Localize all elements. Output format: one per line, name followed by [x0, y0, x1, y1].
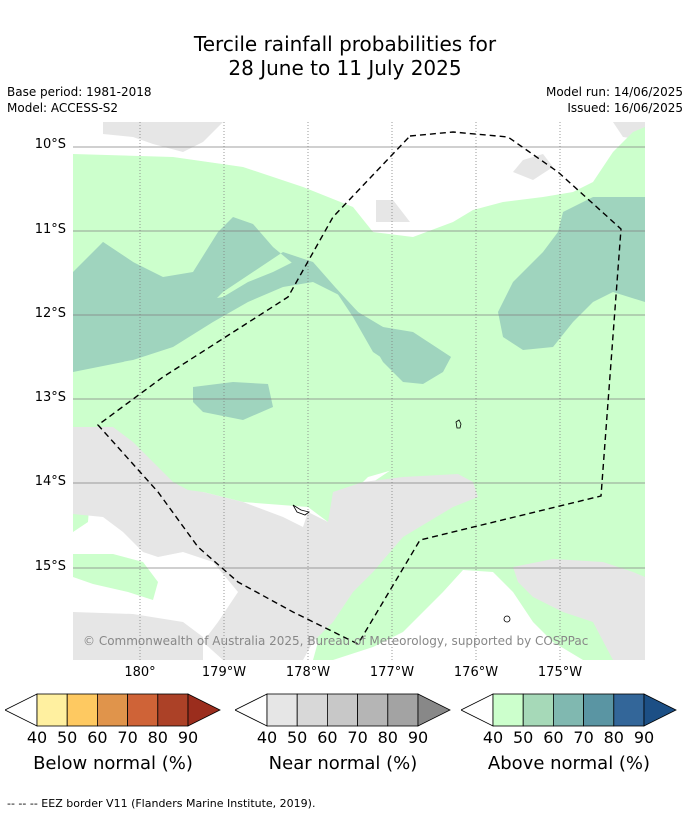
below-normal-segment-70: [127, 693, 159, 727]
below-normal-segment-60: [97, 693, 129, 727]
issued-label: Issued: 16/06/2025: [567, 101, 683, 115]
map-canvas: [73, 122, 645, 660]
near-normal-tick-60: 60: [317, 728, 338, 747]
above-normal-tick-70: 70: [573, 728, 594, 747]
lat-label-10s: 10°S: [34, 137, 66, 152]
island-outline-1: [455, 419, 462, 429]
near-normal-segment-60: [327, 693, 359, 727]
near-normal-segment-80: [387, 693, 419, 727]
above-normal-tick-50: 50: [513, 728, 534, 747]
map-title-line1: Tercile rainfall probabilities for: [193, 32, 497, 56]
lon-label-178w: 178°W: [285, 665, 331, 680]
near-normal-title: Near normal (%): [268, 753, 418, 774]
eez-border: [96, 131, 622, 645]
rainfall-probability-map: [73, 122, 645, 660]
island-outline-3: [503, 615, 511, 623]
below-normal-title: Below normal (%): [33, 753, 193, 774]
below-normal-extend-high: [187, 693, 221, 727]
lat-label-11s: 11°S: [34, 222, 66, 237]
above-normal-extend-low: [461, 693, 494, 727]
near-normal-extend-high: [417, 693, 451, 727]
below-normal-tick-70: 70: [117, 728, 138, 747]
above-normal-colorbar: [461, 693, 677, 727]
map-gridlines: [73, 146, 645, 569]
below-normal-tick-40: 40: [26, 728, 48, 747]
above-normal-tick-60: 60: [543, 728, 564, 747]
lon-label-176w: 176°W: [453, 665, 499, 680]
below-normal-tick-60: 60: [87, 728, 108, 747]
above-normal-segment-40: [492, 693, 524, 727]
above-normal-segment-60: [553, 693, 585, 727]
eez-footnote: -- -- -- EEZ border V11 (Flanders Marine…: [7, 797, 316, 810]
above-normal-extend-high: [643, 693, 677, 727]
above-normal-40-west-2: [73, 554, 158, 600]
above-normal-tick-90: 90: [633, 728, 655, 747]
lon-label-177w: 177°W: [369, 665, 415, 680]
lat-label-13s: 13°S: [34, 390, 66, 405]
above-normal-tick-80: 80: [603, 728, 624, 747]
lon-label-175w: 175°W: [537, 665, 583, 680]
near-normal-extend-low: [235, 693, 268, 727]
below-normal-segment-80: [157, 693, 189, 727]
map-copyright-text: © Commonwealth of Australia 2025, Bureau…: [83, 634, 589, 648]
near-normal-tick-40: 40: [256, 728, 278, 747]
above-normal-segment-50: [522, 693, 554, 727]
below-normal-extend-low: [5, 693, 38, 727]
near-normal-segment-70: [357, 693, 389, 727]
lon-label-179w: 179°W: [201, 665, 247, 680]
near-normal-colorbar: [235, 693, 451, 727]
above-normal-50-blob: [193, 382, 273, 420]
model-label: Model: ACCESS-S2: [7, 101, 119, 115]
near-normal-tick-80: 80: [377, 728, 398, 747]
near-normal-tick-70: 70: [347, 728, 368, 747]
lon-label-180: 180°: [124, 665, 156, 680]
near-normal-segment-50: [296, 693, 328, 727]
above-normal-segment-70: [583, 693, 615, 727]
below-normal-tick-90: 90: [177, 728, 199, 747]
below-normal-segment-40: [36, 693, 68, 727]
map-title-line2: 28 June to 11 July 2025: [228, 56, 462, 80]
above-normal-title: Above normal (%): [487, 753, 651, 774]
below-normal-segment-50: [66, 693, 98, 727]
lat-label-15s: 15°S: [34, 559, 66, 574]
below-normal-colorbar: [5, 693, 221, 727]
above-normal-segment-80: [613, 693, 645, 727]
near-normal-tick-90: 90: [407, 728, 429, 747]
near-normal-region-north-3: [513, 154, 553, 180]
lat-label-12s: 12°S: [34, 306, 66, 321]
above-normal-50-east-band: [498, 197, 645, 350]
lat-label-14s: 14°S: [34, 474, 66, 489]
island-outline-2: [292, 504, 310, 516]
model-run-label: Model run: 14/06/2025: [545, 85, 683, 99]
above-normal-tick-40: 40: [482, 728, 504, 747]
near-normal-region-north-4: [376, 200, 410, 222]
near-normal-tick-50: 50: [287, 728, 308, 747]
near-normal-region-north-1: [103, 122, 223, 152]
near-normal-region-south-east: [513, 559, 645, 660]
near-normal-region-south-west: [73, 612, 203, 660]
near-normal-region-west: [73, 427, 478, 660]
below-normal-tick-80: 80: [147, 728, 168, 747]
near-normal-segment-40: [266, 693, 298, 727]
base-period-label: Base period: 1981-2018: [7, 85, 152, 99]
below-normal-tick-50: 50: [57, 728, 78, 747]
above-normal-50-west-band-core: [73, 242, 451, 384]
